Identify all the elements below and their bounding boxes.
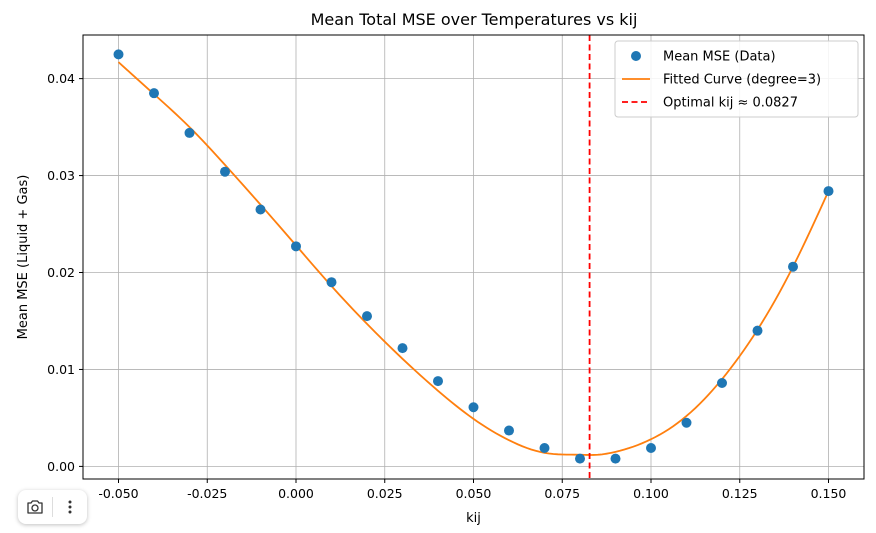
x-tick-label: 0.125: [722, 486, 758, 501]
data-point: [291, 241, 301, 252]
data-point: [504, 425, 514, 436]
fitted-curve-line: [117, 61, 830, 456]
x-tick-label: 0.100: [633, 486, 669, 501]
toolbar-divider: [52, 497, 53, 517]
data-point: [646, 442, 656, 453]
legend: Mean MSE (Data) Fitted Curve (degree=3) Op…: [614, 40, 859, 118]
legend-label: Mean MSE (Data): [663, 50, 776, 65]
data-point: [255, 204, 266, 215]
data-point: [362, 311, 372, 322]
data-point: [717, 378, 727, 389]
data-point: [149, 88, 159, 99]
data-point: [220, 166, 230, 177]
data-point: [681, 417, 692, 428]
data-point: [184, 127, 195, 138]
data-point: [113, 49, 124, 60]
x-tick-label: -0.025: [187, 486, 227, 501]
plot-data: [113, 35, 834, 479]
y-tick-label: 0.02: [47, 265, 75, 280]
x-tick-label: 0.025: [367, 486, 403, 501]
y-tick-label: 0.00: [47, 459, 75, 474]
data-point: [752, 325, 763, 336]
data-point: [788, 261, 798, 272]
y-tick-label: 0.04: [47, 71, 75, 86]
x-tick-label: -0.050: [98, 486, 138, 501]
legend-label: Fitted Curve (degree=3): [663, 73, 821, 88]
y-tick-label: 0.01: [47, 362, 75, 377]
data-point: [823, 186, 834, 197]
x-axis-label: kij: [466, 511, 481, 526]
x-tick-label: 0.075: [544, 486, 580, 501]
chart-title: Mean Total MSE over Temperatures vs kij: [311, 10, 638, 29]
x-tick-label: 0.000: [278, 486, 314, 501]
data-point: [433, 376, 443, 387]
more-vertical-icon[interactable]: [53, 490, 87, 524]
legend-label: Optimal kij ≈ 0.0827: [663, 96, 798, 111]
data-point: [397, 343, 408, 354]
y-tick-label: 0.03: [47, 168, 75, 183]
data-point: [575, 453, 585, 464]
legend-marker-data: [631, 51, 641, 61]
data-point: [468, 402, 479, 413]
x-tick-label: 0.150: [811, 486, 847, 501]
y-axis-label: Mean MSE (Liquid + Gas): [16, 175, 31, 340]
ticks: -0.050 -0.025 0.000 0.025 0.050 0.075 0.100 0.1…: [47, 71, 846, 501]
chart-toolbar: [18, 490, 87, 524]
camera-icon[interactable]: [18, 490, 52, 524]
data-point: [539, 442, 550, 453]
legend-box: [614, 40, 859, 118]
data-point: [610, 453, 621, 464]
data-point: [326, 277, 337, 288]
x-tick-label: 0.050: [456, 486, 492, 501]
